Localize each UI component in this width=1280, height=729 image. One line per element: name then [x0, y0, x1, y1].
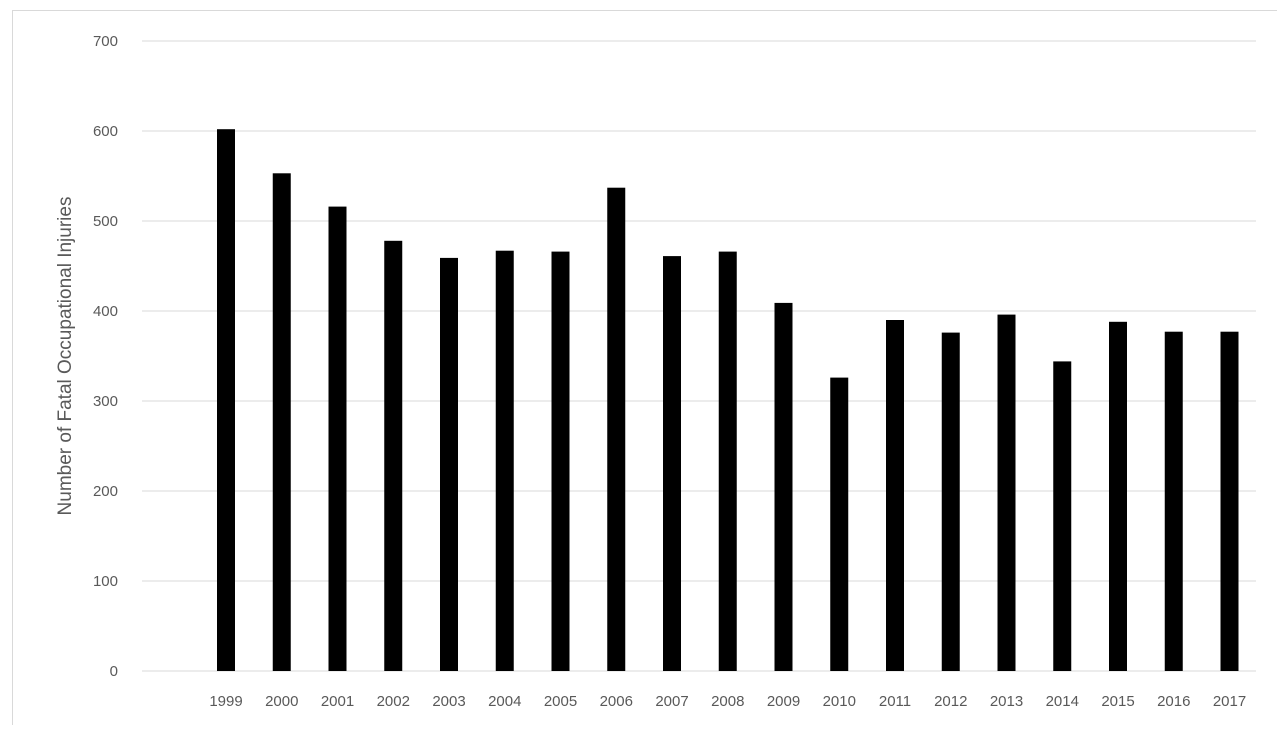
x-tick-label: 2000	[265, 693, 298, 710]
x-tick-label: 2017	[1213, 693, 1246, 710]
x-tick-label: 2014	[1046, 693, 1079, 710]
x-tick-label: 2013	[990, 693, 1023, 710]
y-axis-title: Number of Fatal Occupational Injuries	[55, 197, 76, 516]
x-tick-label: 2005	[544, 693, 577, 710]
bar-1999	[217, 129, 235, 671]
bar-2006	[607, 187, 626, 671]
bar-2014	[1053, 361, 1072, 671]
bar-2007	[663, 256, 681, 671]
x-tick-label: 2010	[823, 693, 856, 710]
bar-2004	[495, 250, 514, 671]
x-tick-label: 2001	[321, 693, 354, 710]
bar-2012	[941, 332, 960, 671]
bar-2008	[718, 251, 737, 671]
x-tick-label: 2003	[432, 693, 465, 710]
bar-2010	[830, 377, 849, 671]
x-tick-label: 2012	[934, 693, 967, 710]
y-tick-label: 600	[93, 123, 118, 140]
y-tick-label: 400	[93, 303, 118, 320]
bar-2001	[328, 206, 347, 671]
x-tick-label: 2002	[377, 693, 410, 710]
gridlines	[142, 40, 1256, 672]
bar-2000	[272, 173, 291, 672]
y-tick-label: 500	[93, 213, 118, 230]
bar-2002	[384, 240, 403, 672]
bar-2017	[1220, 331, 1239, 671]
x-tick-label: 2007	[655, 693, 688, 710]
bar-2011	[886, 320, 904, 671]
bars	[217, 129, 1239, 672]
x-tick-label: 1999	[209, 693, 242, 710]
bar-2013	[997, 314, 1016, 671]
y-tick-label: 200	[93, 483, 118, 500]
y-tick-label: 0	[110, 663, 118, 680]
y-tick-label: 700	[93, 33, 118, 50]
x-tick-label: 2015	[1101, 693, 1134, 710]
bar-2016	[1164, 331, 1183, 671]
x-tick-label: 2016	[1157, 693, 1190, 710]
chart-frame	[12, 10, 1277, 725]
y-axis-ticks: 0 100 200 300 400 500 600 700	[93, 33, 118, 680]
bar-2015	[1109, 321, 1127, 671]
bar-2005	[551, 251, 570, 671]
x-tick-label: 2008	[711, 693, 744, 710]
x-axis-ticks: 1999 2000 2001 2002 2003 2004 2005 2006 2007 2008…	[209, 693, 1246, 710]
x-tick-label: 2009	[767, 693, 800, 710]
bar-2003	[440, 257, 458, 671]
x-tick-label: 2004	[488, 693, 521, 710]
y-tick-label: 300	[93, 393, 118, 410]
y-tick-label: 100	[93, 573, 118, 590]
bar-2009	[774, 302, 793, 671]
x-tick-label: 2011	[879, 693, 911, 710]
x-tick-label: 2006	[600, 693, 633, 710]
